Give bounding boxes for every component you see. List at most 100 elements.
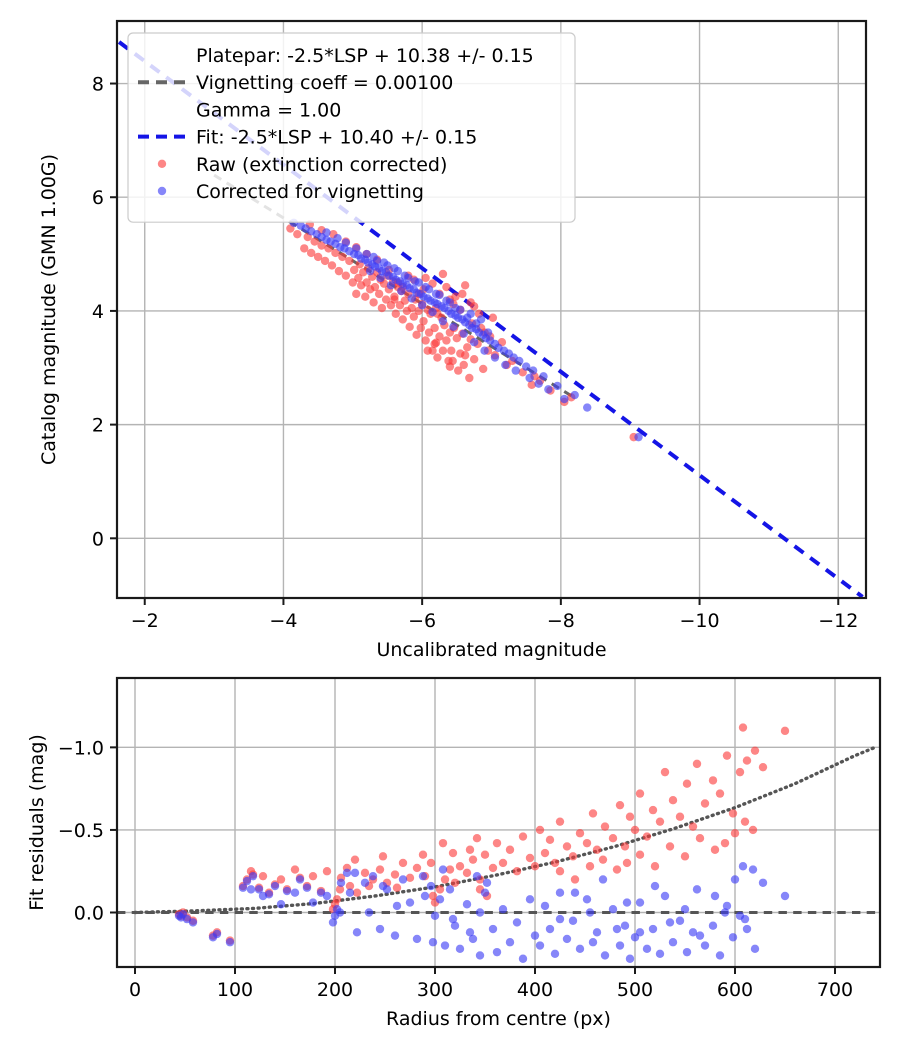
data-point: [620, 921, 630, 930]
data-point: [492, 838, 502, 848]
data-point: [488, 924, 498, 934]
data-point: [562, 934, 572, 944]
data-point: [290, 865, 300, 874]
data-point: [535, 941, 545, 950]
data-point: [535, 825, 545, 835]
data-point: [378, 881, 388, 891]
data-point: [505, 845, 515, 854]
data-point: [742, 924, 752, 934]
data-point: [469, 337, 479, 347]
data-point: [438, 838, 448, 848]
ticks: −2 −4 −6 −8 −10 −12 0 2 4 6 8: [92, 74, 858, 632]
data-point: [555, 888, 565, 897]
data-point: [459, 360, 468, 370]
data-point: [553, 381, 562, 391]
y-tick-label: 0.0: [74, 903, 104, 925]
legend-entry[interactable]: Vignetting coeff = 0.00100: [138, 72, 453, 94]
data-point: [730, 829, 740, 838]
data-point: [642, 944, 652, 954]
data-point: [518, 954, 528, 963]
data-point: [620, 842, 630, 851]
data-point: [758, 878, 768, 887]
legend-entry[interactable]: Gamma = 1.00: [196, 99, 341, 121]
data-point: [242, 876, 252, 886]
data-point: [333, 233, 342, 243]
data-point: [412, 330, 421, 339]
data-point: [352, 244, 361, 253]
data-point: [648, 924, 658, 934]
data-point: [625, 812, 635, 821]
data-point: [359, 268, 368, 277]
data-point: [622, 858, 632, 868]
data-point: [412, 863, 422, 873]
data-point: [442, 296, 451, 305]
data-point: [438, 269, 448, 279]
data-point: [335, 908, 345, 917]
data-point: [354, 273, 363, 283]
data-point: [308, 898, 318, 907]
data-point: [378, 852, 388, 861]
legend-marker-swatch: [157, 186, 167, 196]
data-point: [608, 905, 618, 914]
legend-entry-label: Vignetting coeff = 0.00100: [196, 72, 453, 94]
data-point: [418, 850, 428, 859]
data-point: [248, 871, 258, 881]
data-point: [392, 901, 402, 911]
data-point: [582, 895, 592, 904]
data-point: [521, 362, 531, 371]
data-point: [258, 871, 268, 881]
data-point: [407, 294, 416, 303]
data-point: [430, 323, 439, 333]
data-point: [750, 944, 760, 954]
data-point: [447, 346, 456, 355]
data-point: [600, 951, 610, 960]
data-point: [612, 865, 622, 874]
data-point: [501, 360, 510, 370]
legend-entry[interactable]: Platepar: -2.5*LSP + 10.38 +/- 0.15: [196, 45, 534, 67]
data-point: [575, 829, 585, 838]
data-point: [585, 862, 595, 871]
data-point: [680, 905, 690, 914]
data-point: [293, 229, 302, 239]
legend-entry[interactable]: Fit: -2.5*LSP + 10.40 +/- 0.15: [138, 127, 477, 149]
data-point: [276, 900, 286, 909]
data-point: [668, 938, 678, 947]
data-point: [583, 403, 592, 412]
data-point: [483, 328, 493, 337]
legend-entry[interactable]: Corrected for vignetting: [157, 181, 424, 203]
x-tick-label: 500: [617, 979, 653, 1001]
axes-frame: [115, 19, 868, 600]
data-point: [630, 825, 640, 835]
data-point: [390, 931, 400, 940]
data-point: [480, 850, 490, 859]
data-point: [748, 865, 758, 874]
data-point: [700, 799, 710, 808]
data-point: [335, 885, 345, 894]
data-point: [710, 891, 720, 901]
data-point: [416, 323, 425, 333]
data-point: [710, 845, 720, 854]
data-point: [450, 878, 460, 887]
data-point: [568, 916, 578, 925]
legend-entry[interactable]: Raw (extinction corrected): [157, 154, 448, 176]
data-point: [352, 888, 362, 897]
data-point: [356, 281, 366, 290]
data-point: [695, 931, 705, 940]
data-point: [424, 328, 434, 337]
data-point: [472, 871, 482, 881]
data-point: [660, 767, 670, 777]
data-point: [648, 805, 658, 815]
data-point: [440, 875, 450, 884]
x-tick-label: −8: [547, 610, 575, 632]
data-point: [692, 759, 702, 769]
data-point: [592, 928, 602, 937]
data-point: [313, 252, 323, 262]
data-point: [568, 852, 578, 861]
data-point: [530, 931, 540, 940]
data-point: [588, 809, 598, 818]
data-point: [365, 266, 375, 276]
line-fit-2-5-lsp-10-40-0-15: [117, 40, 864, 598]
legend-background: [127, 32, 576, 223]
data-point: [421, 336, 430, 345]
